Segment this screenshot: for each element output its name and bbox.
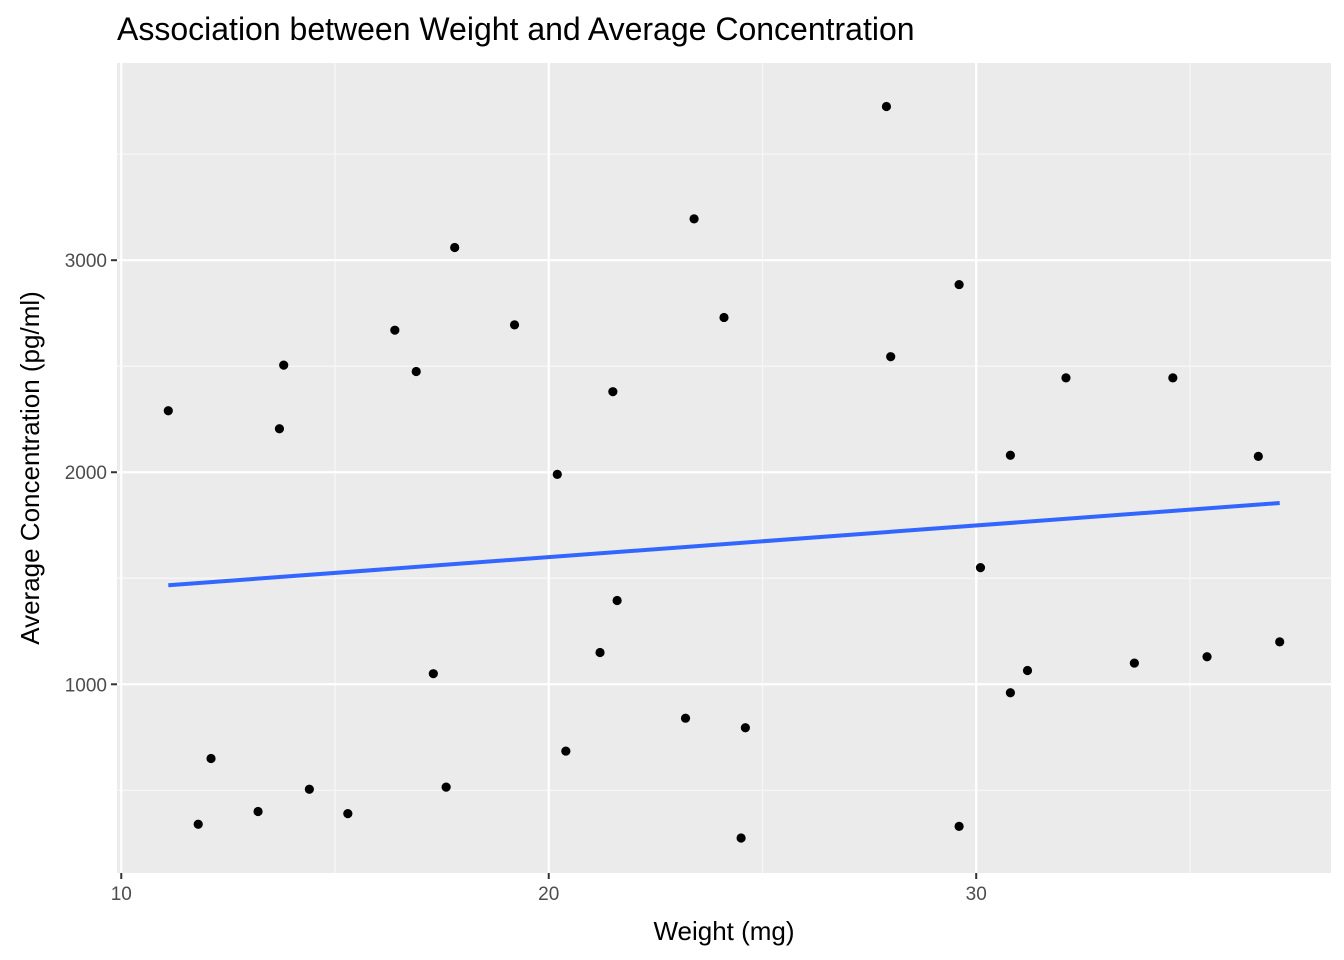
- data-point: [428, 669, 438, 679]
- data-point: [304, 784, 314, 794]
- data-point: [1275, 637, 1285, 647]
- data-point: [450, 242, 460, 253]
- x-axis-title: Weight (mg): [653, 916, 794, 946]
- data-point: [279, 360, 289, 370]
- data-point: [612, 595, 622, 606]
- data-point: [1129, 658, 1139, 668]
- data-point: [954, 821, 964, 831]
- data-point: [253, 806, 263, 817]
- y-axis: 1000 2000 3000: [65, 251, 117, 696]
- data-point: [274, 424, 285, 434]
- data-point: [608, 387, 618, 397]
- grid-major: [117, 63, 1331, 873]
- data-point: [595, 647, 605, 658]
- x-tick-label: 10: [111, 884, 132, 905]
- data-point: [390, 325, 400, 335]
- data-point: [343, 809, 353, 819]
- data-point: [1005, 688, 1016, 698]
- y-tick-label: 1000: [65, 675, 107, 696]
- data-point: [1022, 665, 1033, 676]
- x-axis: 10 20 30: [111, 873, 987, 905]
- data-point: [689, 214, 699, 224]
- data-point: [1202, 652, 1212, 662]
- data-point: [886, 352, 896, 362]
- grid-minor: [117, 63, 1331, 873]
- data-point: [1061, 373, 1071, 383]
- data-point: [411, 366, 421, 377]
- data-point: [509, 320, 520, 330]
- data-point: [740, 723, 750, 733]
- y-tick-label: 2000: [65, 463, 107, 484]
- data-point: [1168, 373, 1178, 383]
- data-point: [975, 563, 986, 573]
- data-point: [561, 746, 571, 756]
- data-point: [680, 713, 691, 723]
- y-axis-title: Average Concentration (pg/ml): [15, 291, 45, 645]
- data-point: [206, 753, 216, 764]
- panel-background: [117, 63, 1331, 873]
- data-point: [1253, 451, 1263, 461]
- data-point: [441, 782, 451, 792]
- y-tick-label: 3000: [65, 251, 107, 272]
- trend-line: [168, 500, 1280, 588]
- trend-line-group: [168, 500, 1280, 588]
- data-point: [736, 833, 746, 843]
- x-tick-label: 30: [966, 884, 987, 905]
- chart-title: Association between Weight and Average C…: [117, 11, 915, 47]
- data-point: [193, 819, 203, 829]
- data-point: [1005, 450, 1016, 460]
- data-points: [163, 101, 1285, 843]
- data-point: [881, 101, 892, 112]
- data-point: [954, 279, 964, 290]
- x-tick-label: 20: [538, 884, 559, 905]
- data-point: [163, 406, 173, 416]
- data-point: [719, 312, 729, 323]
- data-point: [552, 469, 562, 479]
